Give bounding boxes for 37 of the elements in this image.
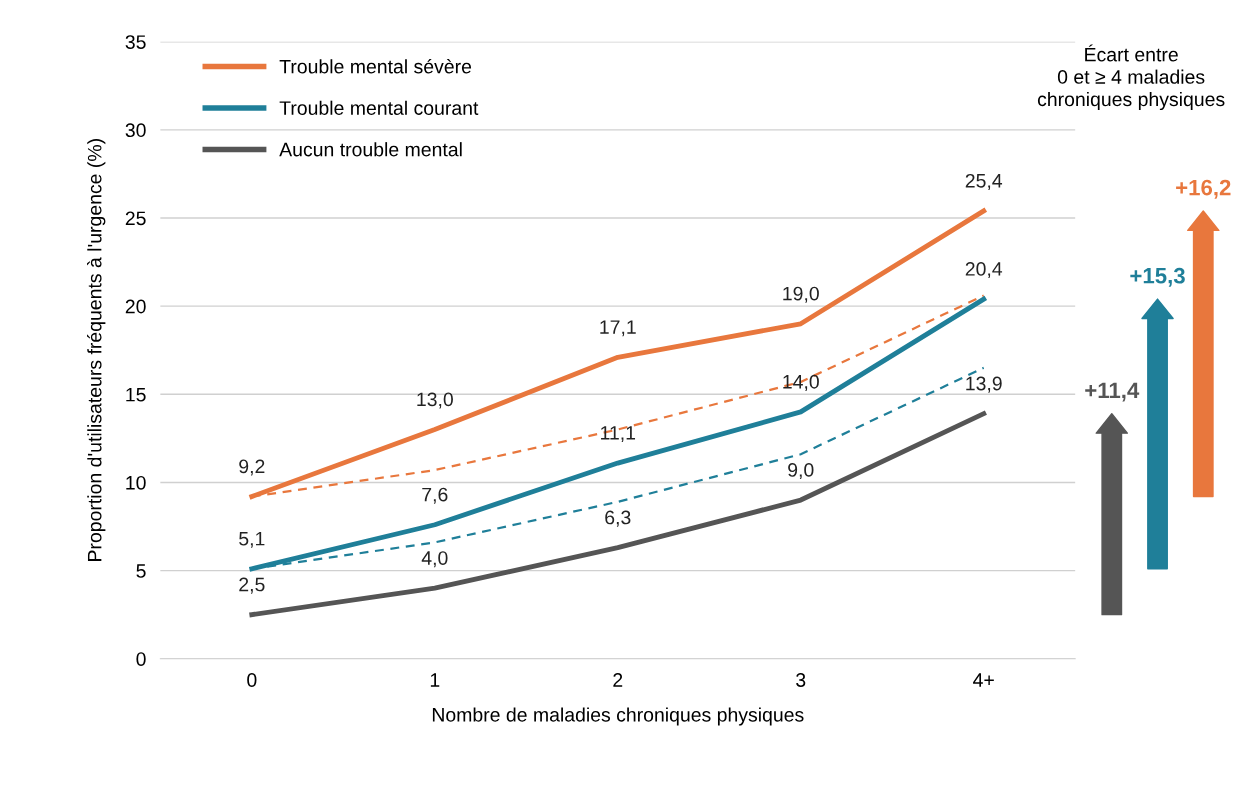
y-tick-label: 20 [125, 299, 146, 314]
data-label: 13,0 [417, 392, 453, 409]
text: +16,2 [1176, 179, 1231, 199]
x-tick-label: 2 [613, 673, 623, 687]
x-tick-label: 4+ [973, 673, 994, 687]
y-tick-label: 0 [136, 652, 146, 666]
data-label: 9,0 [788, 463, 814, 480]
data-label: 2,5 [239, 577, 265, 594]
text: +11,4 [1085, 382, 1140, 402]
legend-label: Trouble mental sévère [279, 58, 472, 74]
data-label: 19,0 [783, 286, 819, 303]
data-label: 4,0 [421, 551, 448, 568]
data-label: 14,0 [783, 374, 819, 391]
x-axis-title: Nombre de maladies chroniques physiques [432, 707, 804, 726]
x-tick-label: 1 [430, 673, 440, 687]
data-label: 5,1 [239, 531, 265, 548]
x-tick-label: 0 [247, 673, 257, 687]
y-tick-label: 5 [136, 564, 146, 578]
data-label: 11,1 [601, 426, 636, 443]
text: +15,3 [1130, 267, 1185, 287]
data-label: 9,2 [239, 459, 265, 476]
y-tick-label: 35 [125, 35, 146, 49]
legend-label: Trouble mental courant [279, 100, 479, 115]
data-label: 17,1 [600, 320, 636, 337]
data-label: 13,9 [966, 376, 1002, 393]
y-axis-title: Proportion d'utilisateurs fréquents à l'urgence (%) [87, 139, 106, 561]
x-tick-label: 3 [796, 673, 806, 687]
legend-label: Aucun trouble mental [279, 142, 462, 157]
data-label: 6,3 [605, 510, 631, 527]
data-label: 25,4 [965, 173, 1003, 190]
data-label: 20,4 [965, 262, 1003, 279]
y-tick-label: 10 [126, 475, 146, 490]
y-tick-label: 25 [125, 211, 146, 226]
y-tick-label: 30 [125, 123, 146, 138]
data-label: 7,6 [422, 487, 448, 504]
y-tick-label: 15 [126, 387, 146, 402]
annotation: Écart entre 0 et ≥ 4 maladies chroniques physiques [1037, 44, 1225, 111]
